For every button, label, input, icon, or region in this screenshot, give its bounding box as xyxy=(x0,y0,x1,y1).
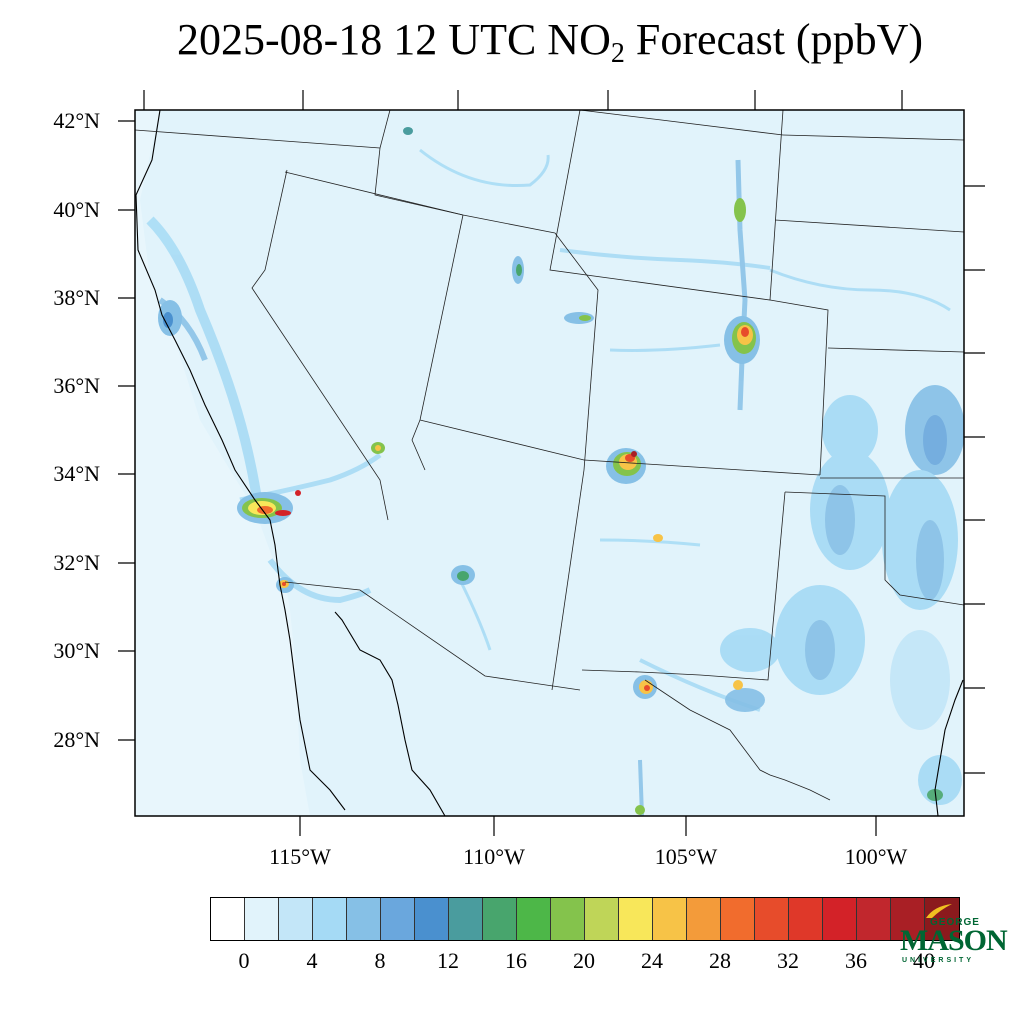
colorbar-swatch xyxy=(279,898,313,940)
lat-label-34: 34°N xyxy=(53,461,100,486)
coastlines xyxy=(135,110,964,816)
plains-texture xyxy=(720,385,964,805)
hotspot-las-vegas xyxy=(371,442,385,454)
colorbar-tick-label: 32 xyxy=(777,948,799,973)
colorbar-swatch xyxy=(789,898,823,940)
colorbar-swatch xyxy=(891,898,925,940)
colorbar-swatch xyxy=(381,898,415,940)
colorbar-tick-label: 16 xyxy=(505,948,527,973)
logo-line-university: UNIVERSITY xyxy=(902,957,975,964)
hotspots xyxy=(158,127,760,815)
colorbar-tick-label: 4 xyxy=(306,948,318,973)
colorbar-swatch xyxy=(653,898,687,940)
lat-label-30: 30°N xyxy=(53,638,100,663)
logo-line-george: GEORGE xyxy=(930,917,980,928)
lat-label-38: 38°N xyxy=(53,285,100,310)
colorbar xyxy=(210,897,960,941)
map-frame xyxy=(134,109,965,817)
colorbar-swatch xyxy=(823,898,857,940)
lat-label-42: 42°N xyxy=(53,108,100,133)
lon-label-115: 115°W xyxy=(269,844,331,869)
colorbar-swatch xyxy=(551,898,585,940)
colorbar-swatch xyxy=(415,898,449,940)
hotspot-el-paso xyxy=(633,675,657,699)
hotspot-denver xyxy=(724,198,760,364)
hotspot-san-francisco xyxy=(158,300,182,336)
colorbar-swatch xyxy=(211,898,245,940)
colorbar-swatch xyxy=(721,898,755,940)
lon-label-105: 105°W xyxy=(654,844,718,869)
colorbar-tick-label: 40 xyxy=(913,948,935,973)
colorbar-swatch xyxy=(449,898,483,940)
lon-label-110: 110°W xyxy=(463,844,525,869)
hotspot-phoenix xyxy=(451,565,475,585)
colorbar-swatch xyxy=(619,898,653,940)
colorbar-swatch xyxy=(687,898,721,940)
colorbar-swatch xyxy=(755,898,789,940)
lat-label-40: 40°N xyxy=(53,197,100,222)
colorbar-swatch xyxy=(483,898,517,940)
logo-swoosh-icon xyxy=(926,904,952,918)
colorbar-tick-label: 36 xyxy=(845,948,867,973)
lat-label-32: 32°N xyxy=(53,550,100,575)
logo-line-mason: MASON xyxy=(900,924,1008,957)
hotspot-salt-lake-city xyxy=(512,256,594,324)
lon-ticks xyxy=(299,816,877,836)
george-mason-logo: GEORGE MASON UNIVERSITY xyxy=(898,902,1008,966)
lat-label-36: 36°N xyxy=(53,373,100,398)
lon-label-100: 100°W xyxy=(844,844,908,869)
state-boundaries xyxy=(135,110,964,801)
colorbar-tick-label: 24 xyxy=(641,948,663,973)
map-title: 2025-08-18 12 UTC NO2 Forecast (ppbV) xyxy=(177,15,923,69)
lat-ticks xyxy=(118,120,135,741)
colorbar-swatch xyxy=(925,898,959,940)
colorbar-tick-label: 0 xyxy=(238,948,250,973)
hotspot-albuquerque xyxy=(606,448,646,484)
colorbar-swatch xyxy=(857,898,891,940)
colorbar-tick-label: 8 xyxy=(374,948,386,973)
hotspot-los-angeles xyxy=(237,490,301,524)
colorbar-swatch xyxy=(245,898,279,940)
colorbar-tick-label: 20 xyxy=(573,948,595,973)
top-ticks xyxy=(143,90,903,110)
right-ticks xyxy=(964,185,985,774)
colorbar-swatch xyxy=(585,898,619,940)
colorbar-swatch xyxy=(517,898,551,940)
lat-label-28: 28°N xyxy=(53,727,100,752)
colorbar-tick-label: 28 xyxy=(709,948,731,973)
pacific-ocean xyxy=(135,110,310,816)
colorbar-swatch xyxy=(313,898,347,940)
colorbar-tick-label: 12 xyxy=(437,948,459,973)
colorbar-swatch xyxy=(347,898,381,940)
